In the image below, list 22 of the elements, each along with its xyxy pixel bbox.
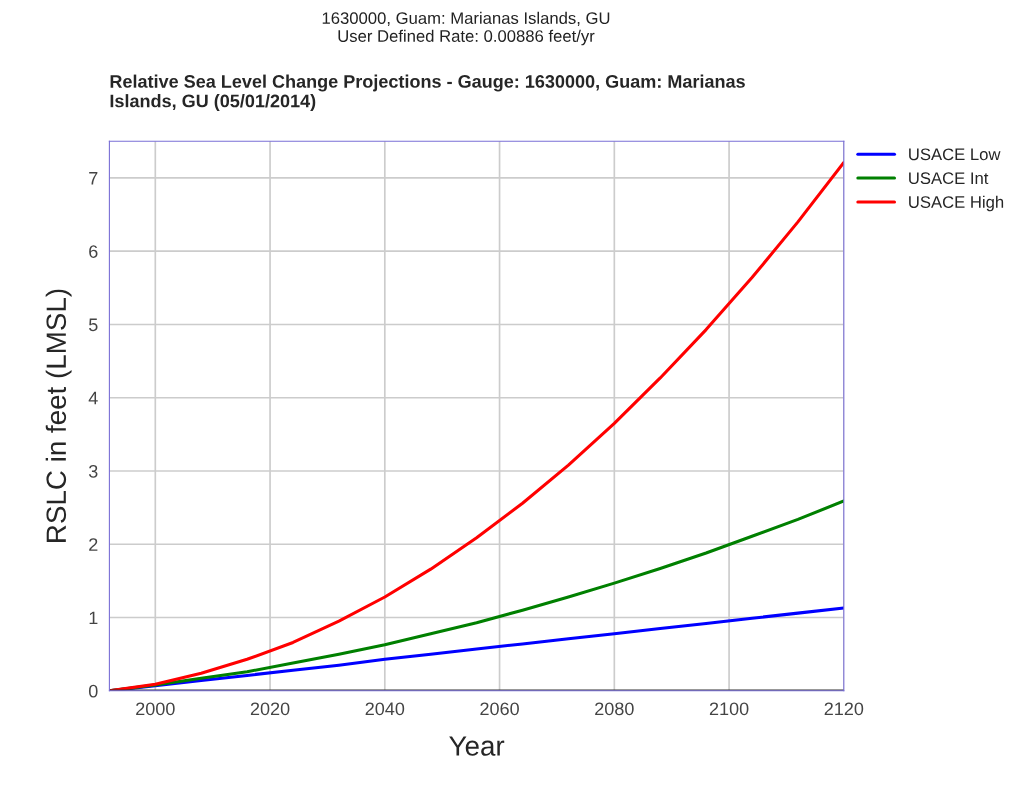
- x-tick-label: 2080: [595, 702, 634, 716]
- y-tick-label: 1: [89, 611, 98, 625]
- legend-label: USACE Low: [909, 148, 1001, 161]
- x-tick-label: 2100: [709, 702, 749, 716]
- y-tick-label: 2: [89, 538, 98, 551]
- x-tick-label: 2040: [365, 702, 405, 716]
- x-tick-label: 2060: [480, 702, 519, 716]
- legend-label: USACE High: [909, 195, 1004, 212]
- y-tick-label: 4: [88, 391, 98, 405]
- chart-subtitle: 1630000, Guam: Marianas Islands, GU User Defined Rate: 0.00886 feet/yr: [322, 11, 610, 46]
- y-tick-label: 6: [89, 245, 98, 258]
- legend-label: USACE Int: [909, 172, 989, 185]
- y-tick-label: 7: [89, 172, 98, 185]
- x-axis-title: Year: [449, 736, 505, 756]
- x-tick-label: 2000: [136, 702, 175, 716]
- x-tick-label: 2020: [250, 702, 290, 716]
- chart-title: Relative Sea Level Change Projections - Gauge: 1630000, Guam: Marianas Islands, GU (05/01/2014): [110, 74, 745, 111]
- y-axis-title: RSLC in feet (LMSL): [45, 289, 72, 542]
- y-tick-label: 3: [88, 464, 98, 478]
- x-tick-label: 2120: [824, 702, 864, 716]
- y-tick-label: 5: [88, 318, 98, 332]
- y-tick-label: 0: [88, 684, 98, 698]
